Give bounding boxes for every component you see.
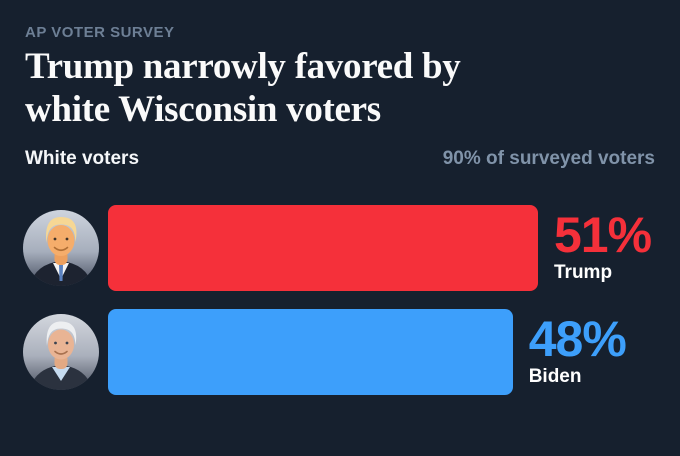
biden-avatar-icon — [23, 314, 99, 390]
bar — [108, 309, 513, 395]
headline: Trump narrowly favored by white Wisconsin… — [25, 45, 615, 131]
sample-note: 90% of surveyed voters — [442, 148, 655, 169]
group-label: White voters — [25, 148, 140, 169]
headline-line-1: Trump narrowly favored by — [25, 46, 461, 87]
candidate-label: Biden — [528, 366, 582, 387]
value-label: 51% — [554, 207, 652, 263]
headline-line-2: white Wisconsin voters — [25, 89, 381, 130]
bar-row-biden: 48% Biden — [23, 309, 657, 395]
chart-subheader: White voters 90% of surveyed voters — [25, 148, 655, 170]
trump-avatar-icon — [23, 210, 99, 286]
value-label: 48% — [528, 311, 627, 367]
bar-track: 51% Trump — [108, 205, 652, 291]
kicker: AP VOTER SURVEY — [25, 24, 175, 41]
bar — [108, 205, 538, 291]
value-block: 51% Trump — [554, 207, 680, 284]
bar-row-trump: 51% Trump — [23, 205, 657, 291]
candidate-label: Trump — [554, 262, 613, 283]
value-block: 48% Biden — [528, 311, 680, 388]
bar-track: 48% Biden — [108, 309, 627, 395]
